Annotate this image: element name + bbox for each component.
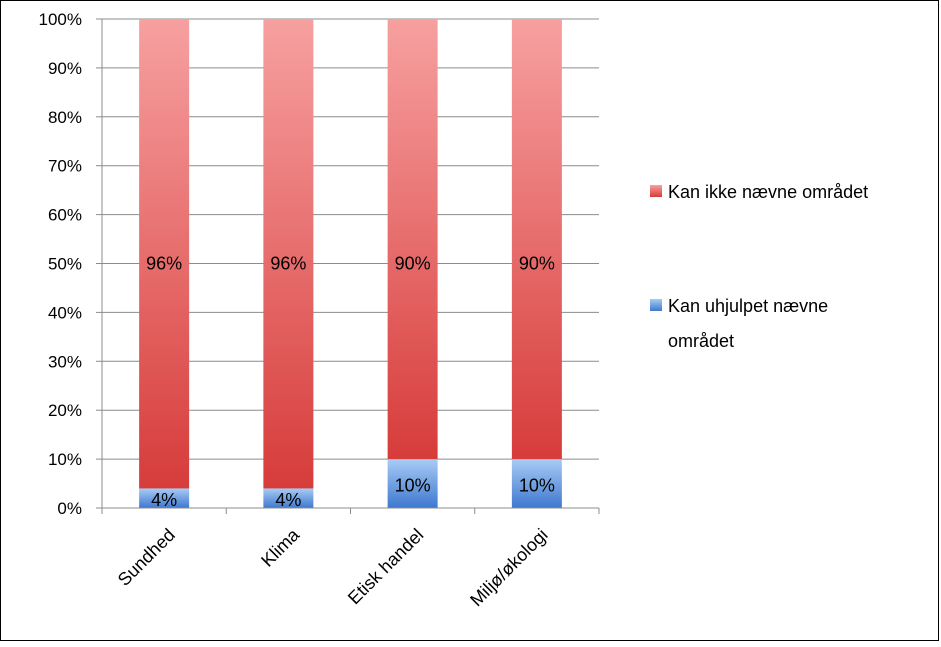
y-tick-label: 30% [48,352,82,371]
data-label: 96% [146,254,182,274]
data-label: 4% [275,490,301,510]
x-category-label: Etisk handel [344,525,427,608]
y-tick-label: 40% [48,303,82,322]
legend: Kan ikke nævne området Kan uhjulpet nævne… [650,182,868,351]
bar-segment [139,488,190,508]
data-labels: 4% 96% 4% 96% 10% 90% 10% 90% [146,254,555,510]
legend-label: Kan uhjulpet nævne [668,296,828,316]
data-label: 10% [519,475,555,495]
bar-segment [511,459,562,508]
y-tick-label: 60% [48,206,82,225]
bar-segment [387,459,438,508]
legend-label: Kan ikke nævne området [668,182,868,202]
data-label: 96% [270,254,306,274]
bars [139,19,562,508]
legend-label-line2: området [668,331,734,351]
bar-segment [263,19,314,489]
bar-segment [263,488,314,508]
y-tick-label: 10% [48,450,82,469]
bar-segment [139,19,190,489]
y-tick-label: 50% [48,255,82,274]
y-tick-label: 20% [48,401,82,420]
x-category-label: Miljø/økologi [466,525,552,611]
y-tick-label: 70% [48,157,82,176]
data-label: 10% [395,475,431,495]
data-label: 4% [151,490,177,510]
legend-swatch [650,299,662,311]
bar-segment [387,19,438,460]
data-label: 90% [395,254,431,274]
legend-swatch [650,185,662,197]
y-tick-label: 100% [39,10,82,29]
y-tick-label: 80% [48,108,82,127]
x-category-label: Klima [257,524,304,571]
bar-segment [511,19,562,460]
y-tick-label: 0% [57,499,82,518]
x-category-label: Sundhed [114,525,179,590]
y-tick-label: 90% [48,59,82,78]
data-label: 90% [519,254,555,274]
